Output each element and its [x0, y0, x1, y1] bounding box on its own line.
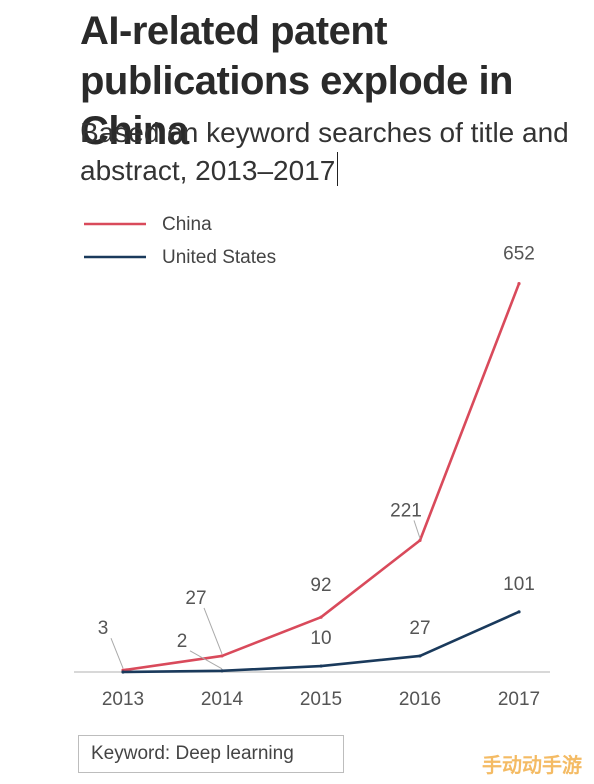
data-point-united-states	[220, 669, 224, 673]
label-leader-line	[203, 607, 223, 655]
x-tick-label: 2015	[300, 689, 342, 710]
line-chart: 2013 2014 2015 2016 2017 3 27 92 221 652 2 10 27 101 C…	[74, 214, 550, 710]
series-line-china	[121, 282, 521, 672]
data-point-united-states	[517, 610, 521, 614]
label-leader-line	[110, 638, 124, 669]
x-tick-label: 2014	[201, 689, 244, 710]
keyword-note: Keyword: Deep learning	[78, 735, 344, 773]
data-point-china	[220, 654, 224, 658]
data-point-united-states	[319, 664, 323, 668]
data-point-china	[418, 538, 422, 542]
data-label-united-states: 101	[503, 574, 535, 595]
x-tick-label: 2016	[399, 689, 441, 710]
data-label-china: 652	[503, 244, 535, 265]
x-tick-label: 2017	[498, 689, 540, 710]
chart-title: AI-related patent publications explode i…	[80, 9, 514, 153]
data-label-china: 92	[310, 575, 331, 596]
x-tick-label: 2013	[102, 689, 144, 710]
text-cursor	[337, 152, 339, 186]
watermark-logo: 手动动手游	[482, 755, 582, 777]
legend-label-united-states: United States	[162, 247, 276, 268]
chart-subtitle: Based on keyword searches of title and a…	[80, 114, 580, 190]
data-point-united-states	[121, 670, 125, 674]
label-leader-line	[189, 650, 223, 670]
subtitle-text: Based on keyword searches of title and a…	[80, 117, 569, 186]
data-label-united-states: 10	[310, 628, 331, 649]
data-label-united-states: 2	[177, 631, 188, 652]
data-label-china: 3	[98, 618, 109, 639]
data-label-china: 27	[185, 588, 206, 609]
data-label-united-states: 27	[409, 618, 430, 639]
label-leader-line	[413, 520, 421, 539]
legend-label-china: China	[162, 214, 212, 235]
data-point-united-states	[418, 654, 422, 658]
data-point-china	[517, 281, 521, 286]
data-point-china	[319, 615, 323, 619]
data-label-china: 221	[390, 500, 422, 521]
